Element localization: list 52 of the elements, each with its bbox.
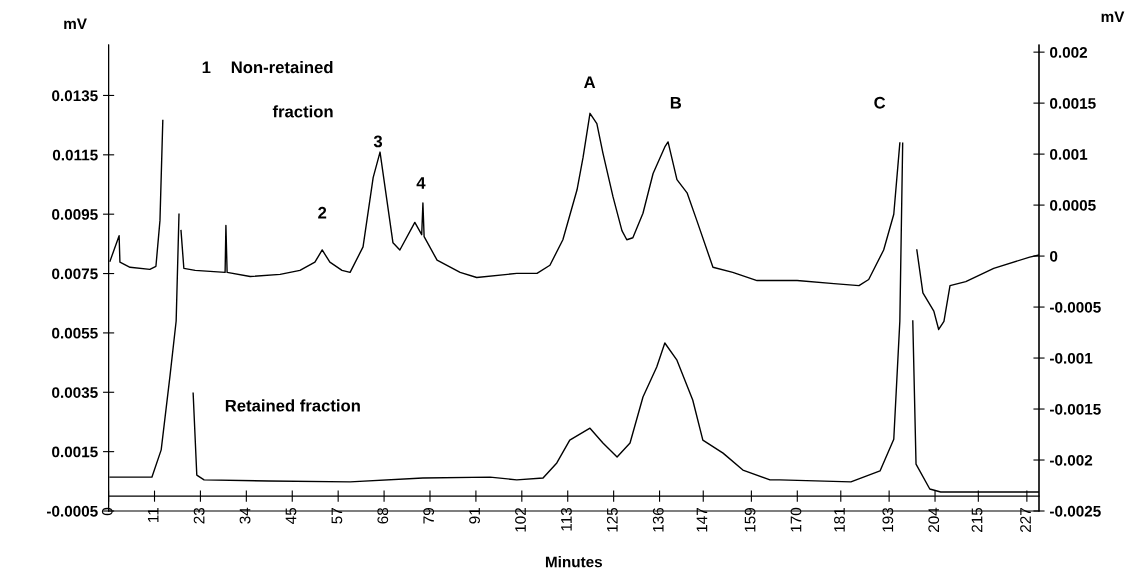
x-tick-label: 147: [696, 508, 708, 532]
y-tick-label: 0.0035: [52, 387, 98, 398]
y2-tick-label: 0.002: [1050, 47, 1088, 58]
annotation: 2: [318, 206, 327, 219]
annotation: fraction: [272, 105, 333, 118]
y-axis-title: mV: [64, 18, 87, 29]
y-tick-label: 0.0055: [52, 327, 98, 339]
y2-tick-label: -0.0005: [1050, 301, 1101, 313]
x-tick-label: 45: [285, 507, 297, 524]
annotation: C: [874, 96, 886, 109]
x-tick-label: 125: [606, 507, 618, 532]
annotation: Non-retained: [231, 61, 333, 74]
y2-axis-title: mV: [1101, 11, 1125, 22]
x-tick-label: 193: [882, 507, 894, 532]
x-axis-title: Minutes: [545, 556, 603, 568]
x-tick-label: 204: [928, 507, 940, 532]
x-tick-label: 68: [377, 507, 389, 524]
y-tick-label: 0.0135: [52, 90, 98, 102]
y2-tick-label: -0.0015: [1050, 403, 1101, 415]
annotation: Retained fraction: [225, 399, 360, 412]
y-tick-label: 0.0115: [52, 149, 98, 161]
x-tick-label: 113: [561, 507, 572, 531]
x-tick-label: 227: [1020, 508, 1031, 532]
x-tick-label: 11: [147, 508, 159, 522]
x-tick-label: 57: [331, 508, 343, 524]
y2-tick-label: -0.0025: [1050, 505, 1101, 517]
x-tick-label: 136: [652, 507, 664, 532]
y2-tick-label: 0.001: [1050, 148, 1088, 160]
annotation: 4: [416, 177, 426, 189]
y-tick-label: 0.0095: [52, 209, 98, 220]
annotation: B: [670, 97, 682, 109]
y2-tick-label: -0.002: [1050, 454, 1093, 466]
x-tick-label: 215: [971, 507, 983, 532]
y-tick-label: 0.0075: [52, 268, 98, 280]
annotation: 1: [202, 61, 211, 74]
x-tick-label: 159: [744, 507, 756, 532]
x-tick-label: 170: [790, 507, 802, 532]
x-tick-label: 102: [515, 508, 526, 532]
x-tick-label: 91: [469, 508, 481, 524]
y2-tick-label: -0.001: [1050, 352, 1093, 364]
annotation: 3: [373, 135, 383, 148]
y2-tick-label: 0.0005: [1050, 199, 1096, 211]
y-tick-label: 0.0015: [52, 446, 98, 458]
y2-tick-label: 0: [1050, 250, 1058, 262]
x-tick-label: 181: [834, 508, 845, 532]
x-tick-label: 79: [423, 507, 435, 524]
y-tick-label: -0.0005: [46, 505, 98, 517]
x-tick-label: 34: [239, 507, 251, 524]
x-tick-label: 0: [101, 507, 113, 516]
y2-tick-label: 0.0015: [1050, 97, 1096, 109]
annotation: A: [584, 76, 596, 88]
x-tick-label: 23: [193, 507, 205, 524]
